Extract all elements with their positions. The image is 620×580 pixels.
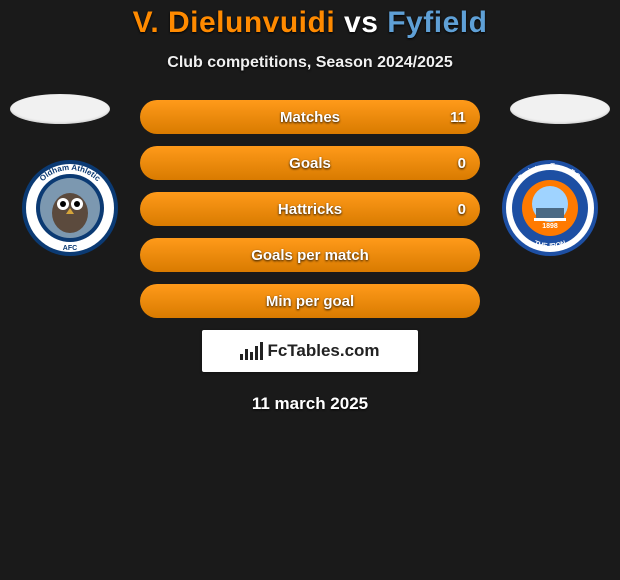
- brand-bars-icon: [240, 342, 263, 360]
- player2-name: Fyfield: [387, 6, 487, 39]
- player2-club-badge: 1898 Braintree Town F.C. THE IRON: [500, 158, 600, 258]
- svg-text:1898: 1898: [542, 223, 558, 230]
- stat-row: Matches 11: [140, 100, 480, 134]
- brand-bar: [260, 342, 263, 360]
- stat-row: Goals per match: [140, 238, 480, 272]
- stat-label: Matches: [280, 109, 340, 126]
- stat-label: Goals per match: [251, 247, 369, 264]
- player2-ellipse: [510, 94, 610, 124]
- stat-value-right: 0: [458, 146, 466, 180]
- comparison-card: V. Dielunvuidi vs Fyfield Club competiti…: [0, 0, 620, 414]
- stat-label: Min per goal: [266, 293, 354, 310]
- player1-club-badge: Oldham Athletic AFC: [20, 158, 120, 258]
- svg-text:AFC: AFC: [63, 245, 77, 252]
- subtitle: Club competitions, Season 2024/2025: [0, 54, 620, 72]
- brand-bar: [240, 354, 243, 360]
- player1-name: V. Dielunvuidi: [133, 6, 336, 39]
- page-title: V. Dielunvuidi vs Fyfield: [0, 6, 620, 40]
- brand-text: FcTables.com: [267, 341, 379, 361]
- brand-bar: [250, 352, 253, 360]
- braintree-badge-icon: 1898 Braintree Town F.C. THE IRON: [500, 158, 600, 258]
- stat-value-right: 0: [458, 192, 466, 226]
- stat-value-right: 11: [450, 100, 466, 134]
- brand-bar: [245, 349, 248, 360]
- oldham-badge-icon: Oldham Athletic AFC: [20, 158, 120, 258]
- brand-bar: [255, 346, 258, 360]
- stat-label: Goals: [289, 155, 331, 172]
- stat-row: Hattricks 0: [140, 192, 480, 226]
- stats-stage: Oldham Athletic AFC 1898 Braintree Town …: [0, 100, 620, 414]
- stat-list: Matches 11 Goals 0 Hattricks 0 Goals per match…: [140, 100, 480, 318]
- stat-label: Hattricks: [278, 201, 342, 218]
- stat-row: Goals 0: [140, 146, 480, 180]
- vs-text: vs: [344, 6, 378, 39]
- brand-box[interactable]: FcTables.com: [202, 330, 418, 372]
- stat-row: Min per goal: [140, 284, 480, 318]
- date-label: 11 march 2025: [0, 394, 620, 414]
- player1-ellipse: [10, 94, 110, 124]
